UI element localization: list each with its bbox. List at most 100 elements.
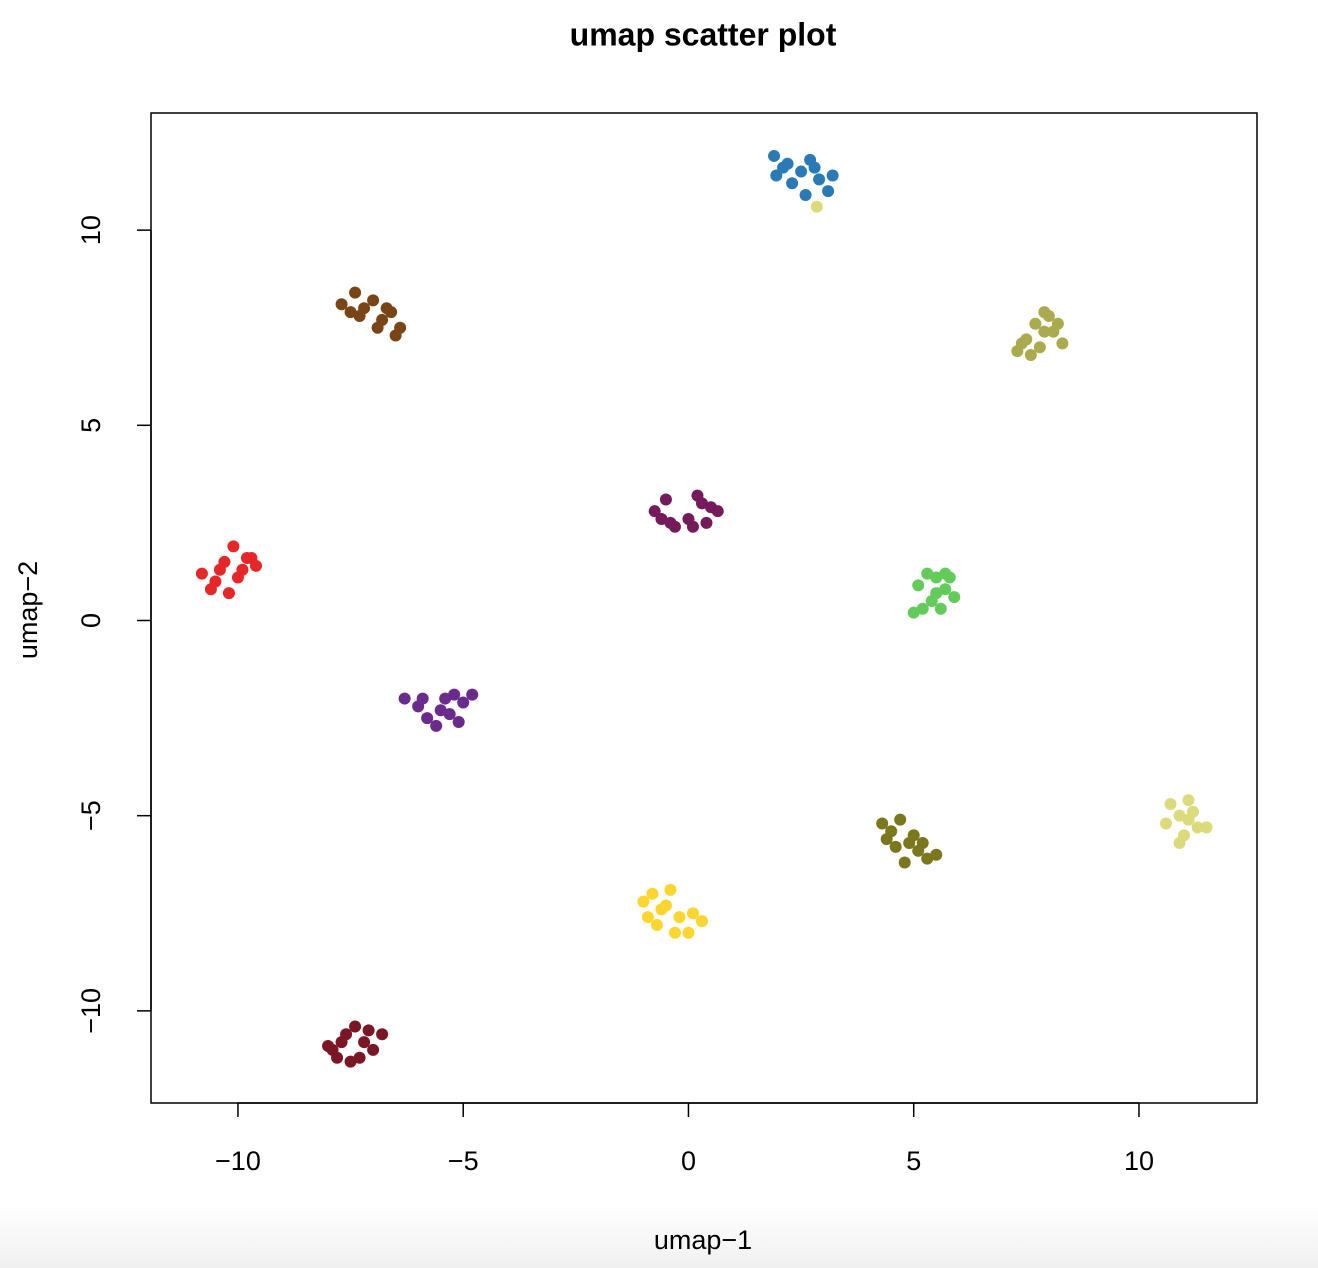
point bbox=[443, 708, 456, 721]
point bbox=[781, 157, 794, 170]
point bbox=[362, 1024, 375, 1037]
point bbox=[641, 911, 654, 924]
y-tick-label: 10 bbox=[76, 215, 106, 245]
point bbox=[452, 715, 465, 728]
point bbox=[358, 1036, 371, 1049]
point bbox=[434, 704, 447, 717]
point bbox=[889, 840, 902, 853]
y-axis-label: umap−2 bbox=[13, 561, 43, 659]
point bbox=[659, 493, 672, 506]
point bbox=[948, 591, 961, 604]
point bbox=[894, 813, 907, 826]
point bbox=[1024, 349, 1037, 362]
point bbox=[930, 587, 943, 600]
window-shade bbox=[0, 1205, 1318, 1268]
point bbox=[249, 559, 262, 572]
point bbox=[921, 567, 934, 580]
point bbox=[813, 173, 826, 186]
point bbox=[916, 837, 929, 850]
point bbox=[344, 306, 357, 319]
x-tick-label: 5 bbox=[906, 1146, 921, 1176]
point bbox=[770, 169, 783, 182]
point bbox=[1038, 325, 1051, 338]
point bbox=[457, 696, 470, 709]
point bbox=[880, 833, 893, 846]
point bbox=[930, 571, 943, 584]
point bbox=[421, 712, 434, 725]
point bbox=[466, 688, 479, 701]
point bbox=[1173, 837, 1186, 850]
point bbox=[646, 887, 659, 900]
point bbox=[799, 188, 812, 201]
x-tick-label: −5 bbox=[448, 1146, 479, 1176]
point bbox=[371, 321, 384, 334]
point bbox=[1182, 794, 1195, 807]
point bbox=[673, 911, 686, 924]
point bbox=[335, 1036, 348, 1049]
point bbox=[695, 497, 708, 510]
point bbox=[353, 309, 366, 322]
point bbox=[448, 688, 461, 701]
point bbox=[1056, 337, 1069, 350]
point bbox=[222, 587, 235, 600]
point bbox=[1164, 797, 1177, 810]
point bbox=[939, 567, 952, 580]
x-tick-label: −10 bbox=[215, 1146, 261, 1176]
point bbox=[898, 856, 911, 869]
y-tick-label: −10 bbox=[76, 988, 106, 1034]
point bbox=[376, 1028, 389, 1041]
point bbox=[240, 552, 253, 565]
chart-title: umap scatter plot bbox=[570, 16, 837, 52]
point bbox=[700, 516, 713, 529]
point bbox=[349, 286, 362, 299]
point bbox=[1191, 821, 1204, 834]
x-axis-label: umap−1 bbox=[654, 1225, 752, 1255]
point bbox=[655, 512, 668, 525]
point bbox=[668, 926, 681, 939]
point bbox=[1051, 317, 1064, 330]
point bbox=[344, 1055, 357, 1068]
point bbox=[939, 583, 952, 596]
point bbox=[659, 899, 672, 912]
point bbox=[398, 692, 411, 705]
point bbox=[808, 161, 821, 174]
y-tick-label: 5 bbox=[76, 418, 106, 433]
point bbox=[648, 505, 661, 518]
point bbox=[1159, 817, 1172, 830]
point bbox=[930, 848, 943, 861]
point bbox=[416, 692, 429, 705]
point bbox=[810, 200, 823, 213]
point bbox=[326, 1043, 339, 1056]
point bbox=[907, 829, 920, 842]
x-tick-label: 0 bbox=[681, 1146, 696, 1176]
x-tick-label: 10 bbox=[1124, 1146, 1154, 1176]
point bbox=[353, 1051, 366, 1064]
y-tick-label: 0 bbox=[76, 613, 106, 628]
point bbox=[695, 915, 708, 928]
point bbox=[795, 165, 808, 178]
point bbox=[367, 294, 380, 307]
point bbox=[664, 883, 677, 896]
point bbox=[1182, 813, 1195, 826]
point bbox=[786, 177, 799, 190]
point bbox=[389, 329, 402, 342]
point bbox=[380, 302, 393, 315]
point bbox=[682, 926, 695, 939]
point bbox=[1033, 341, 1046, 354]
point bbox=[826, 169, 839, 182]
point bbox=[921, 852, 934, 865]
point bbox=[1029, 317, 1042, 330]
point bbox=[934, 602, 947, 615]
point bbox=[204, 583, 217, 596]
y-tick-label: −5 bbox=[76, 800, 106, 831]
plot-frame bbox=[150, 112, 1258, 1104]
point bbox=[430, 719, 443, 732]
point bbox=[367, 1043, 380, 1056]
point bbox=[664, 516, 677, 529]
point bbox=[637, 895, 650, 908]
point bbox=[439, 692, 452, 705]
point bbox=[768, 149, 781, 162]
point bbox=[686, 520, 699, 533]
point bbox=[227, 540, 240, 553]
